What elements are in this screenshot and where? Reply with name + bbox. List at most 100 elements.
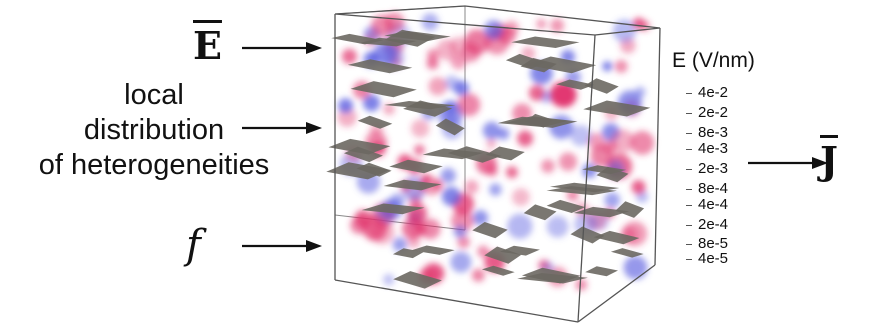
- local-distribution-label: local distribution of heterogeneities: [8, 78, 300, 183]
- field-platelet: [435, 118, 465, 136]
- heterogeneity-blob: [453, 80, 469, 96]
- heterogeneity-blob: [497, 127, 510, 140]
- heterogeneity-blob: [341, 48, 357, 64]
- heterogeneity-blob: [390, 193, 405, 209]
- field-platelet: [546, 199, 586, 213]
- legend-tick: 4e-2: [686, 84, 728, 101]
- heterogeneity-blob: [428, 77, 447, 96]
- heterogeneity-blob: [486, 138, 497, 149]
- field-platelet: [472, 222, 508, 239]
- field-platelet: [593, 230, 640, 245]
- legend-title: E (V/nm): [672, 49, 755, 72]
- heterogeneity-blob: [489, 183, 502, 196]
- legend-tick: 8e-3: [686, 124, 728, 141]
- heterogeneity-blob: [512, 188, 530, 207]
- field-platelet: [411, 245, 455, 255]
- field-platelet: [484, 246, 522, 264]
- heterogeneity-blob: [483, 20, 503, 40]
- field-platelet: [583, 100, 651, 117]
- heterogeneity-blob: [450, 251, 472, 273]
- cube-front-edges: [334, 5, 661, 323]
- legend-tick: 8e-4: [686, 180, 728, 197]
- field-platelet: [526, 56, 597, 74]
- field-platelet: [521, 267, 581, 284]
- heterogeneity-blob: [383, 274, 395, 286]
- heterogeneity-blob: [604, 192, 621, 209]
- field-platelet: [573, 206, 630, 218]
- heterogeneity-blob: [457, 93, 481, 117]
- annotation-arrows: [242, 42, 828, 252]
- field-platelet: [384, 29, 436, 47]
- field-platelet: [481, 265, 515, 276]
- heterogeneity-blob: [436, 39, 458, 61]
- field-platelet: [356, 162, 392, 177]
- field-platelet: [582, 165, 627, 175]
- heterogeneity-blob: [471, 268, 485, 282]
- heterogeneity-blob: [630, 130, 655, 155]
- local-line-3: of heterogeneities: [38, 149, 270, 181]
- heterogeneity-blob: [507, 213, 533, 239]
- heterogeneity-blob: [413, 144, 425, 156]
- field-platelet: [326, 162, 391, 180]
- heterogeneity-blob: [383, 103, 395, 116]
- mean-field-symbol: E: [193, 23, 222, 68]
- heterogeneity-blob: [450, 53, 467, 70]
- field-platelet: [523, 204, 557, 221]
- heterogeneity-blob: [614, 59, 628, 73]
- field-platelet: [506, 116, 578, 128]
- heterogeneity-blob: [505, 166, 518, 179]
- field-platelet: [350, 81, 417, 98]
- field-platelet: [331, 33, 384, 45]
- field-platelet: [328, 138, 391, 155]
- field-platelet: [615, 201, 645, 218]
- heterogeneity-blob: [517, 130, 534, 147]
- heterogeneity-blob: [549, 81, 576, 108]
- heterogeneity-blob: [461, 42, 481, 63]
- heterogeneity-blob: [453, 225, 467, 239]
- field-platelets: [326, 29, 651, 289]
- heterogeneity-blob: [528, 85, 545, 101]
- legend-tick: 4e-4: [686, 196, 728, 213]
- heterogeneity-blob: [610, 129, 635, 154]
- heterogeneity-blob: [631, 180, 646, 194]
- heterogeneity-blob: [337, 107, 357, 128]
- heterogeneity-blob: [427, 48, 439, 61]
- field-platelet: [610, 248, 644, 258]
- heterogeneity-blob: [371, 14, 394, 38]
- heterogeneity-blob: [482, 121, 501, 140]
- field-platelet: [422, 148, 484, 160]
- heterogeneity-blob: [546, 215, 569, 238]
- field-platelet: [570, 226, 605, 244]
- heterogeneity-blob: [498, 27, 516, 45]
- f-symbol: f: [186, 222, 201, 268]
- field-platelet: [392, 248, 424, 259]
- heterogeneity-blob: [570, 125, 592, 147]
- field-platelet: [384, 101, 456, 110]
- mean-current-symbol: J: [820, 138, 838, 183]
- legend-tick: 4e-5: [686, 250, 728, 267]
- field-platelet: [389, 159, 443, 174]
- heterogeneity-blob: [623, 255, 648, 280]
- heterogeneity-blob: [441, 186, 461, 206]
- heterogeneity-blob: [634, 86, 646, 98]
- legend-tick: 8e-5: [686, 235, 728, 252]
- heterogeneity-blob: [550, 18, 565, 33]
- field-platelet: [556, 79, 595, 90]
- field-platelet: [546, 186, 617, 196]
- field-platelet: [383, 179, 442, 191]
- heterogeneity-blob: [338, 98, 354, 114]
- field-platelet: [357, 115, 393, 129]
- field-platelet: [511, 36, 580, 48]
- heterogeneity-blob: [541, 159, 555, 174]
- field-platelet: [393, 271, 442, 289]
- legend-tick: 2e-2: [686, 104, 728, 121]
- heterogeneity-blob: [420, 218, 441, 240]
- local-line-2: distribution: [83, 114, 225, 146]
- heterogeneity-blob: [426, 57, 439, 70]
- local-line-1: local: [124, 79, 184, 111]
- legend-tick: 2e-3: [686, 160, 728, 177]
- heterogeneity-blob: [363, 94, 380, 112]
- field-platelet: [361, 203, 425, 215]
- heterogeneity-blob: [602, 61, 613, 72]
